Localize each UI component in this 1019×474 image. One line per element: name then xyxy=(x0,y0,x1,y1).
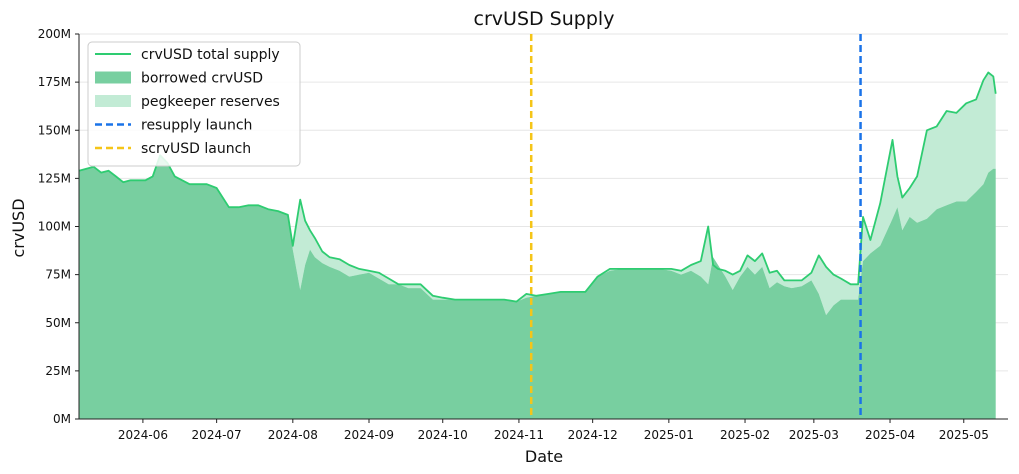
x-tick-label: 2024-08 xyxy=(268,428,318,442)
legend-swatch-2 xyxy=(95,95,131,107)
x-axis-ticks: 2024-06 2024-07 2024-08 2024-09 2024-10 2024-… xyxy=(118,419,989,442)
plot-areas xyxy=(78,71,997,420)
y-tick-label: 0M xyxy=(53,412,71,426)
y-tick-label: 50M xyxy=(45,316,71,330)
legend-label: crvUSD total supply xyxy=(141,47,280,63)
legend: crvUSD total supply borrowed crvUSD pegkee… xyxy=(87,41,301,167)
x-tick-label: 2025-02 xyxy=(720,428,770,442)
y-tick-label: 25M xyxy=(45,364,71,378)
chart-title: crvUSD Supply xyxy=(474,8,615,30)
y-axis-title: crvUSD xyxy=(9,198,28,257)
x-tick-label: 2025-03 xyxy=(789,428,839,442)
event-lines xyxy=(529,34,862,419)
x-tick-label: 2024-11 xyxy=(494,428,544,442)
x-tick-label: 2024-09 xyxy=(344,428,394,442)
total-supply-line xyxy=(78,71,997,303)
pegkeeper-reserves-area xyxy=(79,72,996,316)
legend-label: scrvUSD launch xyxy=(141,141,251,157)
x-tick-label: 2025-05 xyxy=(939,428,989,442)
x-axis-title: Date xyxy=(525,447,563,466)
y-tick-label: 150M xyxy=(38,123,71,137)
y-tick-label: 200M xyxy=(38,27,71,41)
x-tick-label: 2024-07 xyxy=(192,428,242,442)
x-tick-label: 2025-04 xyxy=(865,428,915,442)
x-tick-label: 2024-10 xyxy=(418,428,468,442)
legend-box xyxy=(87,41,301,167)
y-tick-label: 125M xyxy=(38,171,71,185)
legend-label: borrowed crvUSD xyxy=(141,71,263,87)
x-tick-label: 2025-01 xyxy=(644,428,694,442)
legend-label: pegkeeper reserves xyxy=(141,94,280,110)
y-tick-label: 100M xyxy=(38,220,71,234)
borrowed-crvusd-area xyxy=(79,155,996,420)
legend-swatch-1 xyxy=(95,71,131,84)
y-tick-label: 175M xyxy=(38,75,71,89)
x-tick-label: 2024-06 xyxy=(118,428,168,442)
legend-label: resupply launch xyxy=(141,118,252,134)
x-tick-label: 2024-12 xyxy=(568,428,618,442)
y-tick-label: 75M xyxy=(45,268,71,282)
y-axis-ticks: 0M 25M 50M 75M 100M 125M 150M 175M 200M xyxy=(38,27,79,426)
